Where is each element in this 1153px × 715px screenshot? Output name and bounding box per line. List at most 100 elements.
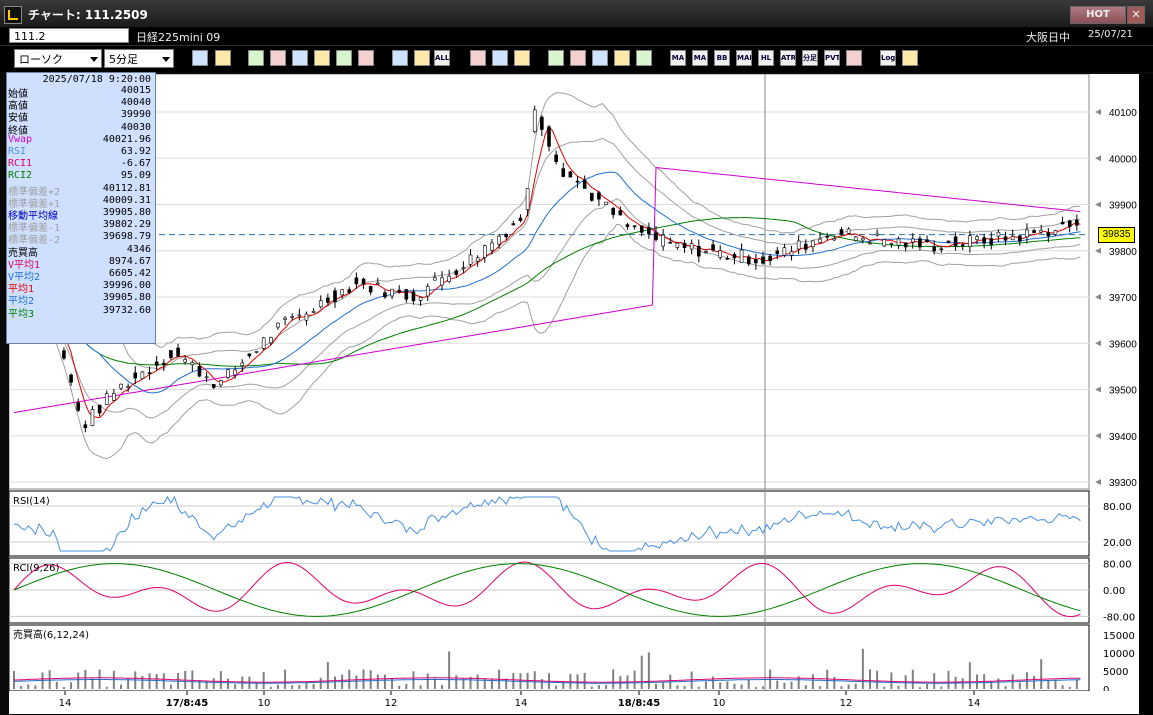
volume-bar xyxy=(719,682,722,689)
undo-icon[interactable] xyxy=(314,50,330,66)
volume-bar xyxy=(1004,686,1007,689)
volume-bar xyxy=(234,684,237,689)
volume-bar xyxy=(804,685,807,689)
close-icon[interactable]: ✕ xyxy=(1127,6,1145,24)
time-tick-label: 14 xyxy=(968,698,981,709)
compare-icon[interactable] xyxy=(414,50,430,66)
volume-bar xyxy=(633,670,636,689)
brush-icon[interactable] xyxy=(492,50,508,66)
candle-body xyxy=(739,249,744,263)
candle-icon[interactable] xyxy=(392,50,408,66)
candle-body xyxy=(276,322,280,328)
color-icon[interactable] xyxy=(514,50,530,66)
toolbar-button-all[interactable]: ALL xyxy=(434,50,450,66)
tick-marker-icon xyxy=(1095,294,1101,300)
data-row-value: 39996.00 xyxy=(102,280,151,292)
candle-body xyxy=(461,267,466,269)
toolbar-button-pvt[interactable]: PVT xyxy=(824,50,840,66)
toolbar-button-hl[interactable]: HL xyxy=(758,50,774,66)
toolbar-button-log[interactable]: Log xyxy=(880,50,896,66)
flag-icon[interactable] xyxy=(614,50,630,66)
volume-bar xyxy=(405,683,408,689)
grid-icon[interactable] xyxy=(592,50,608,66)
candle-body xyxy=(268,337,273,344)
time-tick-label: 14 xyxy=(515,698,528,709)
trash-icon[interactable] xyxy=(358,50,374,66)
pencil-icon[interactable] xyxy=(248,50,264,66)
data-row-label: 終値 xyxy=(8,125,28,137)
price-tick-label: 40000 xyxy=(1109,154,1137,165)
candle-body xyxy=(468,254,473,265)
chart-area[interactable]: 40100 40000 39900 39800 39700 39600 39500 39400… xyxy=(9,74,1139,714)
pointer-icon[interactable] xyxy=(292,50,308,66)
candle-body xyxy=(661,234,665,247)
tick-marker-icon xyxy=(1095,386,1101,393)
candle-body xyxy=(704,251,708,253)
candle-body xyxy=(162,362,166,365)
toolbar-button-atr[interactable]: ATR xyxy=(780,50,796,66)
magnify-icon[interactable] xyxy=(192,50,208,66)
volume-bar xyxy=(291,685,294,689)
rci-tick-label: 80.00 xyxy=(1103,560,1132,571)
candle-body xyxy=(440,277,444,286)
rci1-line xyxy=(13,561,1081,618)
window-icon[interactable] xyxy=(215,50,231,66)
toolbar-button-bb[interactable]: BB xyxy=(714,50,730,66)
ma2-line xyxy=(13,171,1081,394)
chart-type-select[interactable]: ローソク xyxy=(14,49,102,68)
tools-icon[interactable] xyxy=(470,50,486,66)
volume-tick-label: 5000 xyxy=(1103,667,1128,678)
candle-body xyxy=(689,243,694,250)
volume-bar xyxy=(505,678,508,689)
box-icon[interactable] xyxy=(846,50,862,66)
candle-body xyxy=(361,278,366,285)
volume-bar xyxy=(462,678,465,689)
time-tick-label: 18/8:45 xyxy=(618,698,660,709)
tick-marker-icon xyxy=(1095,155,1101,162)
toolbar-button-mae[interactable]: MAE xyxy=(736,50,752,66)
volume-bar xyxy=(1033,675,1036,689)
period-select[interactable]: 5分足 xyxy=(104,49,174,68)
candle-body xyxy=(326,297,330,303)
volume-bar xyxy=(105,686,108,689)
data-row: V平均1 8974.67 xyxy=(7,256,153,271)
info-icon[interactable] xyxy=(636,50,652,66)
volume-bar xyxy=(883,686,886,689)
price-tick-label: 40100 xyxy=(1109,108,1137,119)
down-icon[interactable] xyxy=(548,50,564,66)
candle-body xyxy=(197,366,202,377)
candle-body xyxy=(575,180,580,183)
candle-body xyxy=(311,311,316,313)
candle-body xyxy=(511,223,516,226)
band-plus2-line xyxy=(13,92,1081,348)
volume-bar xyxy=(448,651,451,689)
volume-bar xyxy=(562,680,565,689)
toolbar-button-分足[interactable]: 分足 xyxy=(802,50,818,66)
volume-tick-label: 10000 xyxy=(1103,649,1135,660)
candle-body xyxy=(497,235,501,245)
exit-icon[interactable] xyxy=(902,50,918,66)
tick-marker-icon xyxy=(1095,109,1101,115)
code-input[interactable]: 111.2 xyxy=(9,28,129,43)
data-row-label: RCI1 xyxy=(8,158,33,170)
candle-body xyxy=(1032,230,1036,234)
volume-bar xyxy=(869,669,871,689)
time-axis xyxy=(9,691,1139,714)
candle-body xyxy=(604,201,608,205)
search-icon[interactable] xyxy=(570,50,586,66)
candle-body xyxy=(475,257,480,262)
window-title: チャート: 111.2509 xyxy=(28,8,148,22)
volume-bar xyxy=(712,676,715,689)
candle-body xyxy=(318,300,323,308)
list-icon[interactable] xyxy=(336,50,352,66)
eraser-icon[interactable] xyxy=(270,50,286,66)
hot-button[interactable]: HOT xyxy=(1070,6,1126,24)
volume-bar xyxy=(833,676,836,689)
data-row-label: 安値 xyxy=(8,113,28,125)
toolbar-button-ma[interactable]: MA xyxy=(670,50,686,66)
volume-bar xyxy=(683,686,686,689)
toolbar-button-ma[interactable]: MA xyxy=(692,50,708,66)
data-row: 標準偏差+2 40112.81 xyxy=(7,183,153,198)
rsi-tick-label: 80.00 xyxy=(1103,502,1132,513)
volume-bar xyxy=(227,678,229,689)
